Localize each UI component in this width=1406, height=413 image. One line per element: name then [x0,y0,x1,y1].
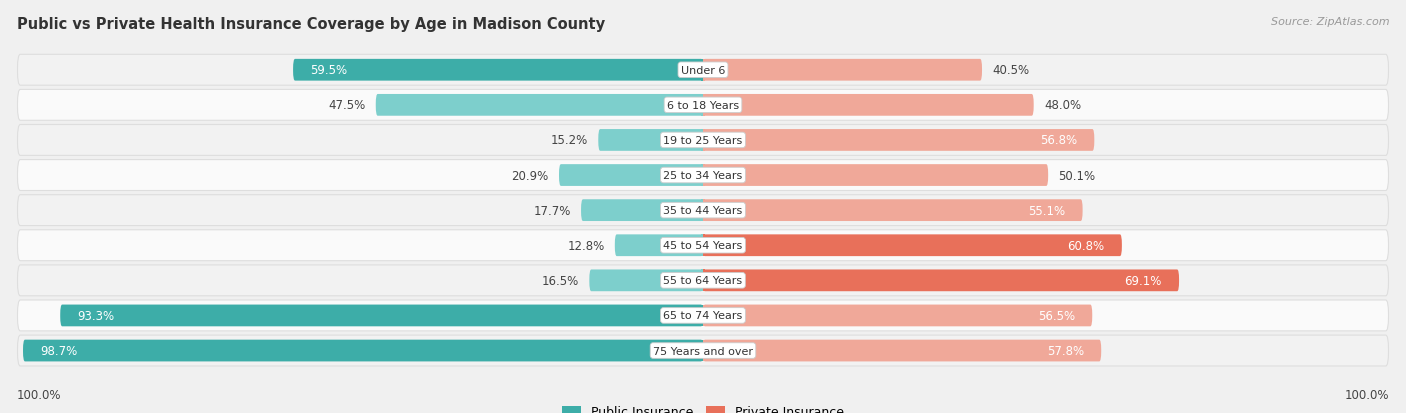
Text: 57.8%: 57.8% [1047,344,1084,357]
FancyBboxPatch shape [17,230,1389,261]
FancyBboxPatch shape [375,95,703,116]
Text: 45 to 54 Years: 45 to 54 Years [664,241,742,251]
Bar [703,165,704,186]
Text: 47.5%: 47.5% [328,99,366,112]
Text: 35 to 44 Years: 35 to 44 Years [664,206,742,216]
FancyBboxPatch shape [703,95,1033,116]
Text: 100.0%: 100.0% [1344,388,1389,401]
Bar [703,270,704,292]
Bar [702,60,703,81]
Text: 93.3%: 93.3% [77,309,114,322]
Text: 15.2%: 15.2% [551,134,588,147]
Text: 48.0%: 48.0% [1045,99,1081,112]
FancyBboxPatch shape [703,305,1092,327]
FancyBboxPatch shape [703,200,1083,221]
Legend: Public Insurance, Private Insurance: Public Insurance, Private Insurance [557,401,849,413]
Text: 55 to 64 Years: 55 to 64 Years [664,275,742,286]
Text: 75 Years and over: 75 Years and over [652,346,754,356]
Bar [702,130,703,152]
Text: 6 to 18 Years: 6 to 18 Years [666,101,740,111]
FancyBboxPatch shape [703,165,1047,186]
Bar [703,95,704,116]
Text: 16.5%: 16.5% [541,274,579,287]
Text: 69.1%: 69.1% [1125,274,1161,287]
Text: 20.9%: 20.9% [512,169,548,182]
Text: Public vs Private Health Insurance Coverage by Age in Madison County: Public vs Private Health Insurance Cover… [17,17,605,31]
Text: 50.1%: 50.1% [1059,169,1095,182]
Text: 12.8%: 12.8% [567,239,605,252]
Bar [703,340,704,361]
Bar [703,305,704,327]
Text: Source: ZipAtlas.com: Source: ZipAtlas.com [1271,17,1389,26]
FancyBboxPatch shape [22,340,703,361]
FancyBboxPatch shape [703,130,1094,152]
Text: 100.0%: 100.0% [17,388,62,401]
Text: 98.7%: 98.7% [41,344,77,357]
Bar [703,200,704,221]
FancyBboxPatch shape [17,195,1389,226]
FancyBboxPatch shape [17,90,1389,121]
Bar [703,130,704,152]
Text: 17.7%: 17.7% [533,204,571,217]
FancyBboxPatch shape [614,235,703,256]
FancyBboxPatch shape [589,270,703,292]
Text: 55.1%: 55.1% [1028,204,1066,217]
Bar [702,305,703,327]
FancyBboxPatch shape [17,265,1389,296]
Bar [703,60,704,81]
FancyBboxPatch shape [703,60,981,81]
FancyBboxPatch shape [292,60,703,81]
FancyBboxPatch shape [703,340,1101,361]
Text: 60.8%: 60.8% [1067,239,1105,252]
Text: 59.5%: 59.5% [311,64,347,77]
FancyBboxPatch shape [581,200,703,221]
FancyBboxPatch shape [703,270,1180,292]
Text: 56.5%: 56.5% [1038,309,1076,322]
Text: 65 to 74 Years: 65 to 74 Years [664,311,742,320]
Text: Under 6: Under 6 [681,66,725,76]
Bar [702,340,703,361]
Text: 19 to 25 Years: 19 to 25 Years [664,135,742,146]
Text: 25 to 34 Years: 25 to 34 Years [664,171,742,180]
FancyBboxPatch shape [60,305,703,327]
FancyBboxPatch shape [599,130,703,152]
FancyBboxPatch shape [17,300,1389,331]
FancyBboxPatch shape [17,55,1389,86]
FancyBboxPatch shape [17,125,1389,156]
Text: 40.5%: 40.5% [993,64,1029,77]
Bar [703,235,704,256]
Bar [702,95,703,116]
Bar [702,270,703,292]
FancyBboxPatch shape [17,335,1389,366]
Text: 56.8%: 56.8% [1040,134,1077,147]
Bar [702,165,703,186]
Bar [702,235,703,256]
FancyBboxPatch shape [560,165,703,186]
FancyBboxPatch shape [703,235,1122,256]
FancyBboxPatch shape [17,160,1389,191]
Bar [702,200,703,221]
